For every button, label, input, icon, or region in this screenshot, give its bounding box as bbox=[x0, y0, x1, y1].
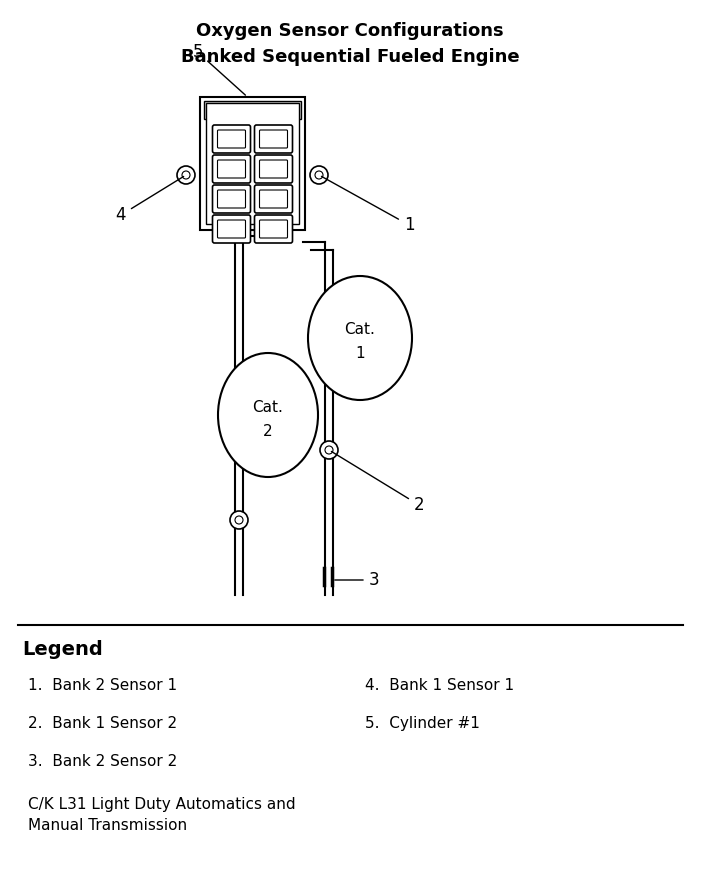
Bar bbox=[206, 103, 299, 224]
FancyBboxPatch shape bbox=[254, 155, 292, 183]
Circle shape bbox=[182, 171, 190, 179]
Text: C/K L31 Light Duty Automatics and
Manual Transmission: C/K L31 Light Duty Automatics and Manual… bbox=[28, 797, 296, 833]
Circle shape bbox=[235, 516, 243, 524]
Text: Banked Sequential Fueled Engine: Banked Sequential Fueled Engine bbox=[181, 48, 519, 66]
Bar bbox=[200, 97, 305, 230]
FancyBboxPatch shape bbox=[259, 220, 287, 238]
Circle shape bbox=[320, 441, 338, 459]
Text: Legend: Legend bbox=[22, 640, 103, 659]
FancyBboxPatch shape bbox=[254, 185, 292, 213]
Text: 2: 2 bbox=[332, 452, 424, 514]
Text: 1.  Bank 2 Sensor 1: 1. Bank 2 Sensor 1 bbox=[28, 678, 177, 693]
FancyBboxPatch shape bbox=[212, 215, 250, 243]
Text: Oxygen Sensor Configurations: Oxygen Sensor Configurations bbox=[196, 22, 504, 40]
Text: 1: 1 bbox=[322, 176, 414, 234]
Circle shape bbox=[325, 446, 333, 454]
Bar bbox=[204, 101, 301, 119]
FancyBboxPatch shape bbox=[259, 160, 287, 178]
Text: 5.  Cylinder #1: 5. Cylinder #1 bbox=[365, 716, 480, 731]
Circle shape bbox=[315, 171, 323, 179]
Text: 3: 3 bbox=[335, 571, 379, 589]
Text: 3.  Bank 2 Sensor 2: 3. Bank 2 Sensor 2 bbox=[28, 754, 177, 769]
Text: 2.  Bank 1 Sensor 2: 2. Bank 1 Sensor 2 bbox=[28, 716, 177, 731]
FancyBboxPatch shape bbox=[217, 220, 245, 238]
Text: Cat.: Cat. bbox=[345, 323, 376, 338]
FancyBboxPatch shape bbox=[259, 130, 287, 148]
FancyBboxPatch shape bbox=[217, 130, 245, 148]
FancyBboxPatch shape bbox=[217, 190, 245, 208]
Text: Cat.: Cat. bbox=[252, 399, 283, 414]
Ellipse shape bbox=[308, 276, 412, 400]
Text: 1: 1 bbox=[355, 347, 365, 362]
FancyBboxPatch shape bbox=[254, 215, 292, 243]
FancyBboxPatch shape bbox=[212, 125, 250, 153]
Text: 4: 4 bbox=[116, 176, 184, 224]
FancyBboxPatch shape bbox=[212, 155, 250, 183]
FancyBboxPatch shape bbox=[254, 125, 292, 153]
Text: 5: 5 bbox=[192, 43, 245, 95]
Circle shape bbox=[310, 166, 328, 184]
FancyBboxPatch shape bbox=[217, 160, 245, 178]
FancyBboxPatch shape bbox=[259, 190, 287, 208]
Text: 2: 2 bbox=[263, 423, 273, 438]
Circle shape bbox=[177, 166, 195, 184]
FancyBboxPatch shape bbox=[212, 185, 250, 213]
Ellipse shape bbox=[218, 353, 318, 477]
Circle shape bbox=[230, 511, 248, 529]
Text: 4.  Bank 1 Sensor 1: 4. Bank 1 Sensor 1 bbox=[365, 678, 514, 693]
